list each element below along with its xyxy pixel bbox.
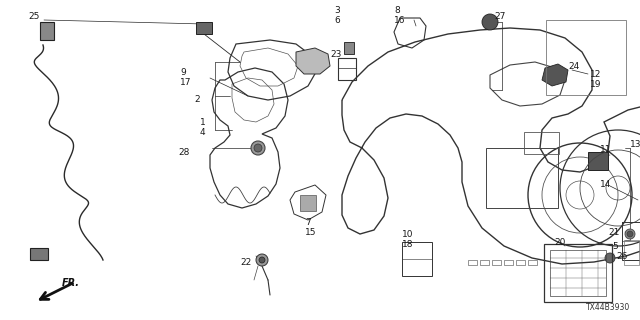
Bar	[344, 42, 354, 54]
Text: TX44B3930: TX44B3930	[586, 303, 630, 312]
Bar	[196, 22, 212, 34]
Text: 16: 16	[394, 16, 406, 25]
Circle shape	[605, 253, 615, 263]
Circle shape	[627, 231, 633, 237]
Text: 23: 23	[330, 50, 341, 59]
Bar	[504, 260, 513, 265]
Bar	[30, 248, 48, 260]
Text: 27: 27	[494, 12, 506, 21]
Bar	[480, 260, 489, 265]
Polygon shape	[296, 48, 330, 74]
Bar	[492, 260, 501, 265]
Bar	[486, 148, 558, 208]
Bar	[622, 222, 640, 260]
Text: 3: 3	[334, 6, 340, 15]
Bar	[402, 242, 432, 276]
Circle shape	[254, 144, 262, 152]
Text: 21: 21	[608, 228, 620, 237]
Bar	[516, 260, 525, 265]
Circle shape	[482, 14, 498, 30]
Text: 8: 8	[394, 6, 400, 15]
Text: 9: 9	[180, 68, 186, 77]
Circle shape	[251, 141, 265, 155]
Text: 6: 6	[334, 16, 340, 25]
Text: 20: 20	[554, 238, 565, 247]
Text: 7: 7	[305, 218, 311, 227]
Polygon shape	[542, 64, 568, 86]
Text: 26: 26	[616, 252, 627, 261]
Bar	[546, 20, 626, 95]
Text: FR.: FR.	[62, 278, 80, 288]
Bar	[624, 240, 639, 265]
Text: 25: 25	[28, 12, 40, 21]
Bar	[528, 260, 537, 265]
Text: 13: 13	[630, 140, 640, 149]
Text: 18: 18	[402, 240, 413, 249]
Bar	[550, 250, 606, 296]
Text: 19: 19	[590, 80, 602, 89]
Text: 5: 5	[612, 242, 618, 251]
Text: 22: 22	[240, 258, 252, 267]
Bar	[588, 152, 608, 170]
Text: 17: 17	[180, 78, 191, 87]
Circle shape	[256, 254, 268, 266]
Text: 1: 1	[200, 118, 205, 127]
Bar	[300, 195, 316, 211]
Text: 15: 15	[305, 228, 317, 237]
Bar	[544, 244, 612, 302]
Circle shape	[625, 229, 635, 239]
Text: 2: 2	[194, 95, 200, 104]
Bar	[338, 58, 356, 80]
Bar	[524, 132, 559, 154]
Bar	[468, 260, 477, 265]
Text: 12: 12	[590, 70, 602, 79]
Text: 11: 11	[600, 145, 611, 154]
Text: 24: 24	[568, 62, 579, 71]
Circle shape	[259, 257, 265, 263]
Text: 4: 4	[200, 128, 205, 137]
Bar	[40, 22, 54, 40]
Text: 28: 28	[178, 148, 189, 157]
Text: 10: 10	[402, 230, 413, 239]
Text: 14: 14	[600, 180, 611, 189]
